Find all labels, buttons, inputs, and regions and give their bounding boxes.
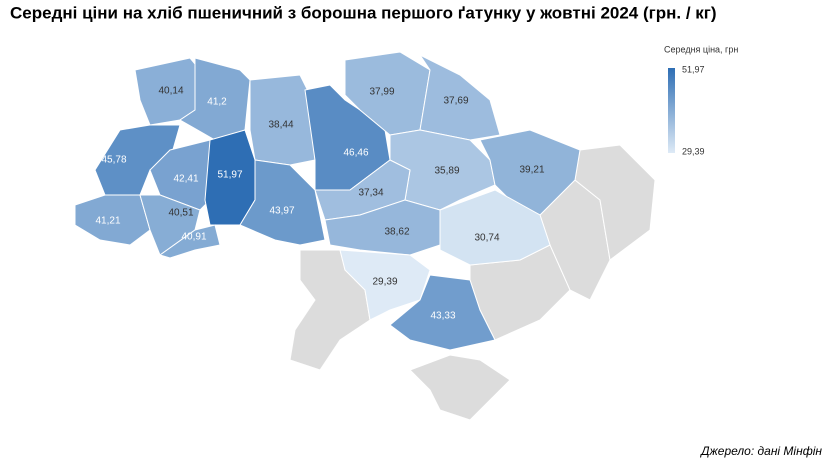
region-label: 38,62	[384, 227, 409, 238]
region	[439, 189, 551, 266]
source: Джерело: дані Мінфін	[699, 444, 822, 458]
region	[239, 159, 326, 246]
region	[389, 274, 496, 351]
region-label: 51,97	[217, 170, 242, 181]
region-gray	[574, 144, 656, 261]
region-label: 45,78	[101, 155, 126, 166]
regions: 40,14 41,2 38,44 46,46 37,99 37,69 45,78 42,41 5…	[74, 51, 581, 351]
region-label: 41,21	[95, 216, 120, 227]
region-label: 30,74	[474, 233, 499, 244]
region-label: 29,39	[372, 277, 397, 288]
region	[158, 224, 221, 259]
legend-title: Середня ціна, грн	[664, 44, 738, 54]
region-label: 38,44	[268, 120, 293, 131]
region-label: 43,97	[269, 206, 294, 217]
region	[304, 84, 391, 191]
region	[418, 53, 501, 141]
region-label: 37,69	[443, 96, 468, 107]
region	[74, 194, 151, 246]
legend-min: 29,39	[682, 146, 705, 156]
region	[249, 74, 316, 166]
legend-bar	[668, 68, 675, 153]
occupied-regions	[289, 144, 656, 421]
region-label: 41,2	[207, 97, 227, 108]
region-label: 42,41	[173, 174, 198, 185]
region-label: 40,51	[168, 208, 193, 219]
region-label: 37,99	[369, 87, 394, 98]
region-label: 37,34	[358, 188, 383, 199]
region-label: 43,33	[430, 311, 455, 322]
legend-max: 51,97	[682, 64, 705, 74]
region-gray	[409, 354, 511, 421]
region-label: 40,14	[158, 86, 183, 97]
region-label: 46,46	[343, 148, 368, 159]
title: Середні ціни на хліб пшеничний з борошна…	[10, 3, 717, 22]
region-label: 39,21	[519, 165, 544, 176]
region	[339, 249, 431, 321]
region-label: 40,91	[181, 232, 206, 243]
region-label: 35,89	[434, 166, 459, 177]
